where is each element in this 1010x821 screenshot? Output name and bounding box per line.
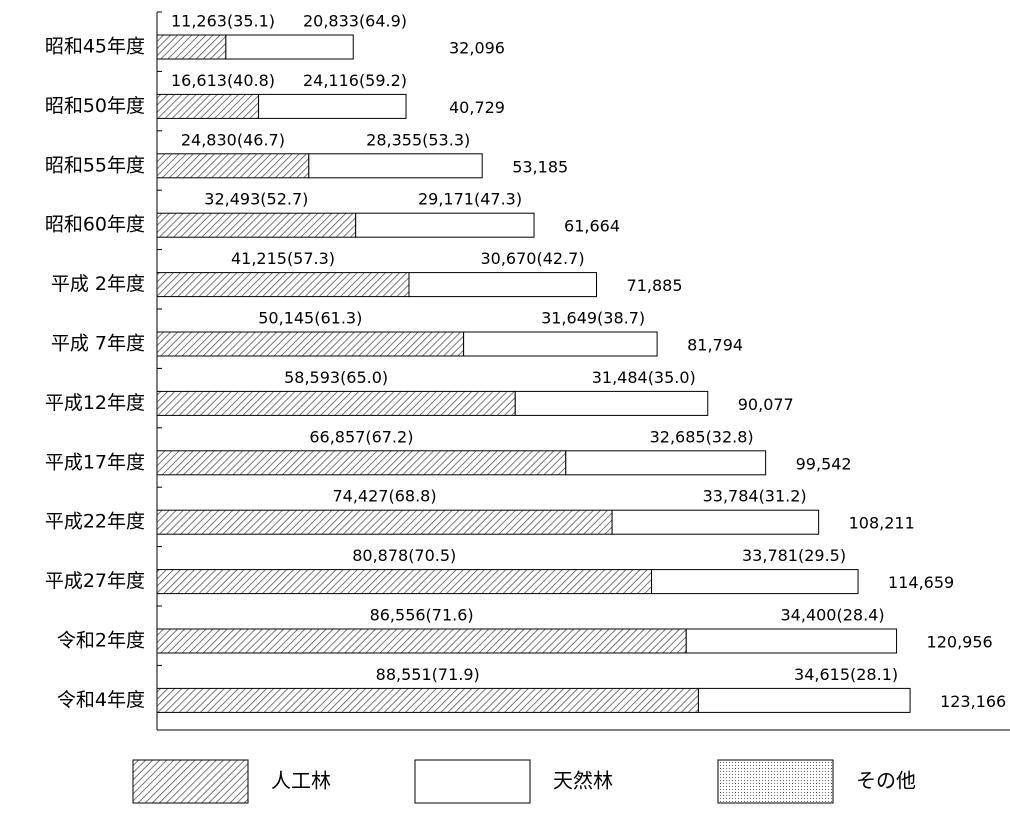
value-label: 74,427(68.8) — [332, 487, 436, 506]
total-label: 120,956 — [927, 633, 993, 652]
value-label: 34,615(28.1) — [794, 665, 898, 684]
value-label: 58,593(65.0) — [284, 368, 388, 387]
value-label: 28,355(53.3) — [366, 130, 470, 149]
bar-segment — [156, 390, 516, 416]
value-label: 33,784(31.2) — [703, 487, 807, 506]
legend-swatch — [414, 759, 531, 804]
bar-segment — [225, 34, 354, 60]
y-tick-label: 令和4年度 — [57, 689, 145, 711]
y-tick-label: 平成27年度 — [45, 570, 145, 592]
legend-label: 天然林 — [553, 769, 613, 793]
bar-segment — [156, 509, 613, 535]
value-label: 34,400(28.4) — [781, 606, 885, 625]
value-label: 31,484(35.0) — [592, 368, 696, 387]
bar-segment — [156, 450, 567, 476]
value-label: 32,685(32.8) — [650, 427, 754, 446]
value-label: 16,613(40.8) — [171, 71, 275, 90]
legend-swatch — [132, 759, 249, 804]
bar-segment — [156, 93, 260, 119]
value-label: 80,878(70.5) — [352, 546, 456, 565]
total-label: 123,166 — [940, 692, 1006, 711]
bar-segment — [156, 331, 465, 357]
total-label: 114,659 — [888, 573, 954, 592]
bar-segment — [156, 34, 227, 60]
bar-segment — [514, 390, 709, 416]
total-label: 71,885 — [627, 276, 683, 295]
total-label: 61,664 — [564, 217, 620, 236]
bar-segment — [156, 569, 653, 595]
bar-segment — [408, 272, 598, 298]
bar-segment — [565, 450, 767, 476]
bar-segment — [463, 331, 658, 357]
bar-segment — [156, 153, 310, 179]
total-label: 32,096 — [449, 39, 505, 58]
bar-segment — [156, 272, 410, 298]
total-label: 90,077 — [738, 395, 794, 414]
legend-label: 人工林 — [271, 769, 331, 793]
value-label: 20,833(64.9) — [303, 12, 407, 31]
legend-label: その他 — [856, 769, 916, 793]
total-label: 81,794 — [687, 336, 743, 355]
y-tick-label: 平成17年度 — [45, 451, 145, 473]
bar-segment — [685, 628, 898, 654]
value-label: 24,116(59.2) — [303, 71, 407, 90]
bar-segment — [156, 628, 687, 654]
legend-swatch — [717, 759, 834, 804]
bar-segment — [258, 93, 407, 119]
bar-segment — [156, 687, 699, 713]
y-tick-label: 平成 7年度 — [51, 333, 145, 355]
y-tick-label: 平成 2年度 — [51, 273, 145, 295]
total-label: 108,211 — [849, 514, 915, 533]
value-label: 24,830(46.7) — [181, 130, 285, 149]
value-label: 88,551(71.9) — [376, 665, 480, 684]
y-tick-label: 平成22年度 — [45, 511, 145, 533]
bar-segment — [651, 569, 859, 595]
bar-segment — [355, 212, 535, 238]
value-label: 33,781(29.5) — [742, 546, 846, 565]
value-label: 29,171(47.3) — [418, 190, 522, 209]
value-label: 66,857(67.2) — [309, 427, 413, 446]
bar-segment — [697, 687, 911, 713]
bar-segment — [611, 509, 820, 535]
value-label: 30,670(42.7) — [480, 249, 584, 268]
total-label: 40,729 — [449, 98, 505, 117]
y-tick-label: 平成12年度 — [45, 392, 145, 414]
value-label: 50,145(61.3) — [258, 309, 362, 328]
total-label: 53,185 — [512, 157, 568, 176]
y-tick-label: 昭和50年度 — [45, 95, 145, 117]
y-tick-label: 令和2年度 — [57, 630, 145, 652]
value-label: 31,649(38.7) — [541, 309, 645, 328]
value-label: 41,215(57.3) — [231, 249, 335, 268]
total-label: 99,542 — [796, 454, 852, 473]
value-label: 32,493(52.7) — [204, 190, 308, 209]
y-tick-label: 昭和45年度 — [45, 36, 145, 58]
value-label: 11,263(35.1) — [171, 12, 275, 31]
y-tick-label: 昭和55年度 — [45, 154, 145, 176]
y-tick-label: 昭和60年度 — [45, 214, 145, 236]
bar-segment — [308, 153, 483, 179]
bar-segment — [156, 212, 357, 238]
value-label: 86,556(71.6) — [370, 606, 474, 625]
